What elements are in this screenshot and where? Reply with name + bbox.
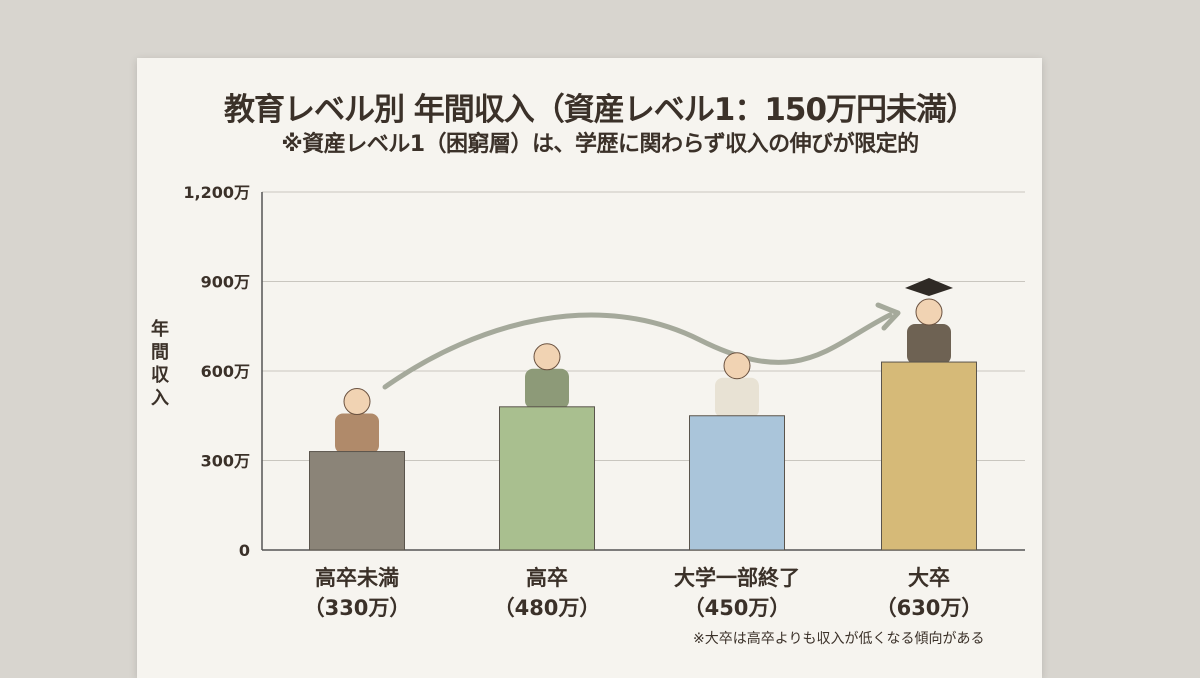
bar [499,406,595,551]
person-head-icon [723,352,751,380]
x-category-label: 大卒 [908,566,950,590]
bar [309,451,405,551]
y-axis-label: 年間収入 [151,319,169,409]
bar-value-label: （630万） [876,596,983,620]
x-category-label: 大学一部終了 [674,566,800,590]
bar [881,361,977,551]
x-category-label: 高卒 [526,566,568,590]
bar-value-label: （480万） [494,596,601,620]
person-body-icon [525,368,569,409]
person-body-icon [335,413,379,454]
graduation-cap-icon [905,278,953,296]
chart-subtitle: ※資産レベル1（困窮層）は、学歴に関わらず収入の伸びが限定的 [281,132,919,157]
y-tick-label: 300万 [201,452,250,471]
annotation-note: ※大卒は高卒よりも収入が低くなる傾向がある [693,631,985,647]
y-tick-label: 0 [239,541,250,560]
person-head-icon [915,298,943,326]
person-body-icon [907,324,951,365]
person-body-icon [715,377,759,418]
person-head-icon [343,388,371,416]
person-head-icon [533,343,561,371]
bar-value-label: （330万） [304,596,411,620]
trend-arrow [382,312,893,390]
bar-value-label: （450万） [684,596,791,620]
bar [689,415,785,551]
trend-arrowhead [875,302,901,331]
x-category-label: 高卒未満 [315,566,399,590]
y-tick-label: 1,200万 [183,183,250,202]
y-tick-label: 600万 [201,362,250,381]
y-tick-label: 900万 [201,273,250,292]
chart-title: 教育レベル別 年間収入（資産レベル1：150万円未満） [223,92,977,128]
